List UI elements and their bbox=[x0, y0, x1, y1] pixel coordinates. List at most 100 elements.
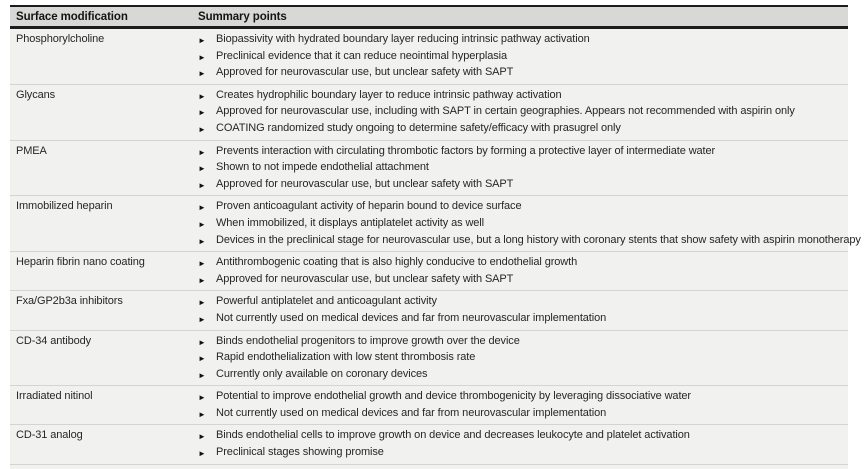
table-row: CD-31 analog ► Binds endothelial cells to … bbox=[10, 425, 848, 465]
summary-point: ► Binds endothelial cells to improve grow… bbox=[198, 428, 844, 445]
summary-point-text: When immobilized, it displays antiplatel… bbox=[216, 216, 484, 229]
summary-points-cell: ► Powerful antiplatelet and anticoagulant… bbox=[198, 294, 848, 327]
summary-point-text: Creates hydrophilic boundary layer to re… bbox=[216, 88, 562, 101]
summary-points-cell: ► Creates hydrophilic boundary layer to r… bbox=[198, 88, 848, 138]
triangle-bullet-icon: ► bbox=[198, 180, 206, 190]
table-row: Immobilized heparin ► Proven anticoagulant… bbox=[10, 196, 861, 253]
triangle-bullet-icon: ► bbox=[198, 337, 206, 347]
triangle-bullet-icon: ► bbox=[198, 298, 206, 308]
summary-point-text: Not currently used on medical devices an… bbox=[216, 406, 607, 419]
surface-modification-cell: Phosphorylcholine bbox=[16, 33, 105, 45]
triangle-bullet-icon: ► bbox=[198, 124, 206, 134]
summary-point: ► Currently only available on coronary de… bbox=[198, 367, 844, 384]
surface-modification-cell: Irradiated nitinol bbox=[16, 390, 93, 403]
column-header-summary-points: Summary points bbox=[198, 10, 287, 23]
table-row: Phosphorylcholine ► Biopassivity with hydr… bbox=[10, 29, 848, 85]
triangle-bullet-icon: ► bbox=[198, 259, 206, 269]
summary-point: ► Powerful antiplatelet and anticoagulant… bbox=[198, 294, 844, 311]
summary-point-text: Devices in the preclinical stage for neu… bbox=[216, 233, 861, 246]
summary-point-text: Preclinical stages showing promise bbox=[216, 446, 384, 459]
triangle-bullet-icon: ► bbox=[198, 354, 206, 364]
triangle-bullet-icon: ► bbox=[198, 449, 206, 459]
table-body: Phosphorylcholine ► Biopassivity with hydr… bbox=[10, 29, 861, 465]
summary-points-cell: ► Binds endothelial cells to improve grow… bbox=[198, 428, 848, 461]
summary-point-text: Approved for neurovascular use, includin… bbox=[216, 105, 795, 118]
summary-point: ► Potential to improve endothelial growth… bbox=[198, 389, 844, 406]
table-row: CD-34 antibody ► Binds endothelial progeni… bbox=[10, 330, 848, 387]
triangle-bullet-icon: ► bbox=[198, 314, 206, 324]
triangle-bullet-icon: ► bbox=[198, 108, 206, 118]
triangle-bullet-icon: ► bbox=[198, 393, 206, 403]
surface-modification-cell: Glycans bbox=[16, 88, 56, 101]
summary-point-text: Currently only available on coronary dev… bbox=[216, 367, 428, 380]
summary-point: ► Prevents interaction with circulating t… bbox=[198, 144, 844, 161]
summary-point-text: Antithrombogenic coating that is also hi… bbox=[216, 256, 578, 269]
summary-point-text: Proven anticoagulant activity of heparin… bbox=[216, 200, 522, 213]
summary-point: ► Biopassivity with hydrated boundary lay… bbox=[198, 32, 844, 49]
triangle-bullet-icon: ► bbox=[198, 275, 206, 285]
summary-point-text: Rapid endothelialization with low stent … bbox=[216, 351, 476, 364]
triangle-bullet-icon: ► bbox=[198, 147, 206, 157]
summary-point: ► Approved for neurovascular use, but unc… bbox=[198, 272, 844, 289]
triangle-bullet-icon: ► bbox=[198, 91, 206, 101]
summary-point: ► Not currently used on medical devices a… bbox=[198, 406, 844, 423]
triangle-bullet-icon: ► bbox=[198, 432, 206, 442]
summary-point: ► Antithrombogenic coating that is also h… bbox=[198, 255, 844, 272]
summary-points-cell: ► Potential to improve endothelial growth… bbox=[198, 389, 848, 422]
summary-point-text: Prevents interaction with circulating th… bbox=[216, 144, 716, 157]
summary-table: Surface modification Summary points Phos… bbox=[10, 5, 861, 469]
summary-points-cell: ► Prevents interaction with circulating t… bbox=[198, 144, 848, 194]
triangle-bullet-icon: ► bbox=[198, 236, 206, 246]
surface-modification-cell: CD-31 analog bbox=[16, 429, 83, 442]
summary-point-text: Approved for neurovascular use, but uncl… bbox=[216, 272, 514, 285]
triangle-bullet-icon: ► bbox=[198, 69, 206, 79]
summary-point-text: Approved for neurovascular use, but uncl… bbox=[216, 177, 514, 190]
summary-points-cell: ► Biopassivity with hydrated boundary lay… bbox=[198, 32, 848, 82]
table-row: PMEA ► Prevents interaction with circulati… bbox=[10, 140, 848, 197]
summary-point: ► Preclinical evidence that it can reduce… bbox=[198, 49, 844, 66]
table-header-row: Surface modification Summary points bbox=[10, 5, 848, 29]
summary-point-text: Preclinical evidence that it can reduce … bbox=[216, 49, 507, 62]
summary-point: ► Not currently used on medical devices a… bbox=[198, 311, 844, 328]
surface-modification-cell: PMEA bbox=[16, 144, 47, 157]
summary-point: ► Approved for neurovascular use, includi… bbox=[198, 104, 844, 121]
surface-modification-cell: Fxa/GP2b3a inhibitors bbox=[16, 295, 123, 308]
summary-points-cell: ► Binds endothelial progenitors to improv… bbox=[198, 334, 848, 384]
triangle-bullet-icon: ► bbox=[198, 219, 206, 229]
summary-point: ► Creates hydrophilic boundary layer to r… bbox=[198, 88, 844, 105]
summary-point: ► Rapid endothelialization with low stent… bbox=[198, 350, 844, 367]
surface-modification-cell: Heparin fibrin nano coating bbox=[16, 256, 145, 269]
summary-points-cell: ► Proven anticoagulant activity of hepari… bbox=[198, 199, 865, 249]
summary-point: ► Preclinical stages showing promise bbox=[198, 445, 844, 462]
summary-point-text: Binds endothelial cells to improve growt… bbox=[216, 429, 690, 442]
summary-point-text: Binds endothelial progenitors to improve… bbox=[216, 334, 520, 347]
triangle-bullet-icon: ► bbox=[198, 203, 206, 213]
summary-point: ► Devices in the preclinical stage for ne… bbox=[198, 233, 861, 250]
summary-point: ► Approved for neurovascular use, but unc… bbox=[198, 177, 844, 194]
triangle-bullet-icon: ► bbox=[198, 164, 206, 174]
triangle-bullet-icon: ► bbox=[198, 52, 206, 62]
summary-point: ► COATING randomized study ongoing to det… bbox=[198, 121, 844, 138]
summary-point-text: Powerful antiplatelet and anticoagulant … bbox=[216, 295, 437, 308]
summary-point-text: Not currently used on medical devices an… bbox=[216, 311, 607, 324]
summary-point-text: Approved for neurovascular use, but uncl… bbox=[216, 66, 514, 79]
summary-point-text: COATING randomized study ongoing to dete… bbox=[216, 121, 621, 134]
summary-point-text: Potential to improve endothelial growth … bbox=[216, 390, 691, 403]
table-row: Irradiated nitinol ► Potential to improve … bbox=[10, 386, 848, 426]
summary-point: ► Shown to not impede endothelial attachm… bbox=[198, 160, 844, 177]
table-footnote: PMEA, poly(2-methoxyethyl acrylate); SAP… bbox=[10, 464, 848, 469]
column-header-surface-modification: Surface modification bbox=[16, 10, 128, 23]
triangle-bullet-icon: ► bbox=[198, 36, 206, 45]
table-row: Heparin fibrin nano coating ► Antithrombog… bbox=[10, 252, 848, 292]
summary-point: ► Binds endothelial progenitors to improv… bbox=[198, 334, 844, 351]
table-row: Fxa/GP2b3a inhibitors ► Powerful antiplate… bbox=[10, 291, 848, 331]
surface-modification-cell: Immobilized heparin bbox=[16, 200, 113, 213]
surface-modification-cell: CD-34 antibody bbox=[16, 334, 92, 347]
summary-point-text: Biopassivity with hydrated boundary laye… bbox=[216, 33, 590, 45]
triangle-bullet-icon: ► bbox=[198, 370, 206, 380]
summary-point-text: Shown to not impede endothelial attachme… bbox=[216, 161, 429, 174]
summary-point: ► Approved for neurovascular use, but unc… bbox=[198, 65, 844, 82]
triangle-bullet-icon: ► bbox=[198, 409, 206, 419]
table-row: Glycans ► Creates hydrophilic boundary lay… bbox=[10, 84, 848, 141]
